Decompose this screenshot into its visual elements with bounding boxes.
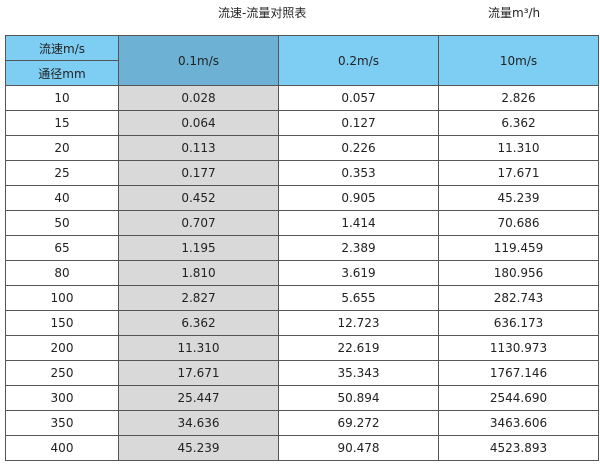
diameter-cell: 350 xyxy=(5,410,119,436)
table-row: 400 45.239 90.478 4523.893 xyxy=(5,435,599,461)
flow-cell: 17.671 xyxy=(118,360,279,386)
diameter-cell: 300 xyxy=(5,385,119,411)
diameter-cell: 150 xyxy=(5,310,119,336)
flow-cell: 45.239 xyxy=(438,185,599,211)
flow-cell: 1130.973 xyxy=(438,335,599,361)
flow-cell: 2.389 xyxy=(278,235,439,261)
table-row: 25 0.177 0.353 17.671 xyxy=(5,160,599,186)
flow-cell: 12.723 xyxy=(278,310,439,336)
table-row: 15 0.064 0.127 6.362 xyxy=(5,110,599,136)
flow-cell: 45.239 xyxy=(118,435,279,461)
diameter-cell: 65 xyxy=(5,235,119,261)
header-row: 通径mm xyxy=(5,60,599,86)
flow-cell: 0.057 xyxy=(278,85,439,111)
flow-cell: 6.362 xyxy=(438,110,599,136)
flow-cell: 90.478 xyxy=(278,435,439,461)
table-row: 350 34.636 69.272 3463.606 xyxy=(5,410,599,436)
flow-cell: 2544.690 xyxy=(438,385,599,411)
flow-cell: 22.619 xyxy=(278,335,439,361)
table-row: 300 25.447 50.894 2544.690 xyxy=(5,385,599,411)
flow-cell: 2.826 xyxy=(438,85,599,111)
diameter-cell: 50 xyxy=(5,210,119,236)
flow-cell: 11.310 xyxy=(438,135,599,161)
flow-cell: 6.362 xyxy=(118,310,279,336)
flow-cell: 180.956 xyxy=(438,260,599,286)
table-row: 100 2.827 5.655 282.743 xyxy=(5,285,599,311)
flow-cell: 0.905 xyxy=(278,185,439,211)
diameter-cell: 20 xyxy=(5,135,119,161)
table-row: 40 0.452 0.905 45.239 xyxy=(5,185,599,211)
flow-cell: 4523.893 xyxy=(438,435,599,461)
flow-cell: 2.827 xyxy=(118,285,279,311)
flow-cell: 282.743 xyxy=(438,285,599,311)
flow-cell: 0.113 xyxy=(118,135,279,161)
diameter-cell: 400 xyxy=(5,435,119,461)
table-row: 65 1.195 2.389 119.459 xyxy=(5,235,599,261)
flow-cell: 34.636 xyxy=(118,410,279,436)
flow-cell: 69.272 xyxy=(278,410,439,436)
flow-cell: 1.810 xyxy=(118,260,279,286)
header-row: 流速m/s 0.1m/s 0.2m/s 10m/s xyxy=(5,35,599,86)
flow-cell: 1.195 xyxy=(118,235,279,261)
diameter-cell: 80 xyxy=(5,260,119,286)
table-row: 50 0.707 1.414 70.686 xyxy=(5,210,599,236)
flow-cell: 0.452 xyxy=(118,185,279,211)
flow-cell: 0.028 xyxy=(118,85,279,111)
unit-label: 流量m³/h xyxy=(488,6,541,20)
flow-cell: 0.707 xyxy=(118,210,279,236)
flow-cell: 17.671 xyxy=(438,160,599,186)
flow-cell: 1.414 xyxy=(278,210,439,236)
flow-cell: 0.127 xyxy=(278,110,439,136)
flow-cell: 3463.606 xyxy=(438,410,599,436)
flow-cell: 636.173 xyxy=(438,310,599,336)
flow-cell: 119.459 xyxy=(438,235,599,261)
flow-cell: 3.619 xyxy=(278,260,439,286)
velocity-label: 流速m/s xyxy=(5,35,119,61)
diameter-cell: 100 xyxy=(5,285,119,311)
diameter-cell: 15 xyxy=(5,110,119,136)
flow-cell: 50.894 xyxy=(278,385,439,411)
diameter-cell: 250 xyxy=(5,360,119,386)
flow-cell: 1767.146 xyxy=(438,360,599,386)
diameter-cell: 25 xyxy=(5,160,119,186)
table-row: 250 17.671 35.343 1767.146 xyxy=(5,360,599,386)
diameter-cell: 10 xyxy=(5,85,119,111)
flow-cell: 0.353 xyxy=(278,160,439,186)
column-header: 10m/s xyxy=(438,35,599,86)
table-row: 80 1.810 3.619 180.956 xyxy=(5,260,599,286)
flow-cell: 11.310 xyxy=(118,335,279,361)
flow-cell: 0.064 xyxy=(118,110,279,136)
column-header: 0.2m/s xyxy=(278,35,439,86)
diameter-cell: 200 xyxy=(5,335,119,361)
flow-cell: 0.226 xyxy=(278,135,439,161)
diameter-label: 通径mm xyxy=(5,60,119,86)
flow-cell: 70.686 xyxy=(438,210,599,236)
flow-cell: 25.447 xyxy=(118,385,279,411)
table-row: 10 0.028 0.057 2.826 xyxy=(5,85,599,111)
flow-cell: 35.343 xyxy=(278,360,439,386)
flow-table: 流速m/s 0.1m/s 0.2m/s 10m/s 通径mm 10 0.028 0.… xyxy=(5,35,599,461)
table-row: 20 0.113 0.226 11.310 xyxy=(5,135,599,161)
column-header: 0.1m/s xyxy=(118,35,279,86)
diameter-cell: 40 xyxy=(5,185,119,211)
flow-cell: 5.655 xyxy=(278,285,439,311)
table-row: 150 6.362 12.723 636.173 xyxy=(5,310,599,336)
flow-cell: 0.177 xyxy=(118,160,279,186)
table-title: 流速-流量对照表 xyxy=(218,6,307,20)
table-row: 200 11.310 22.619 1130.973 xyxy=(5,335,599,361)
